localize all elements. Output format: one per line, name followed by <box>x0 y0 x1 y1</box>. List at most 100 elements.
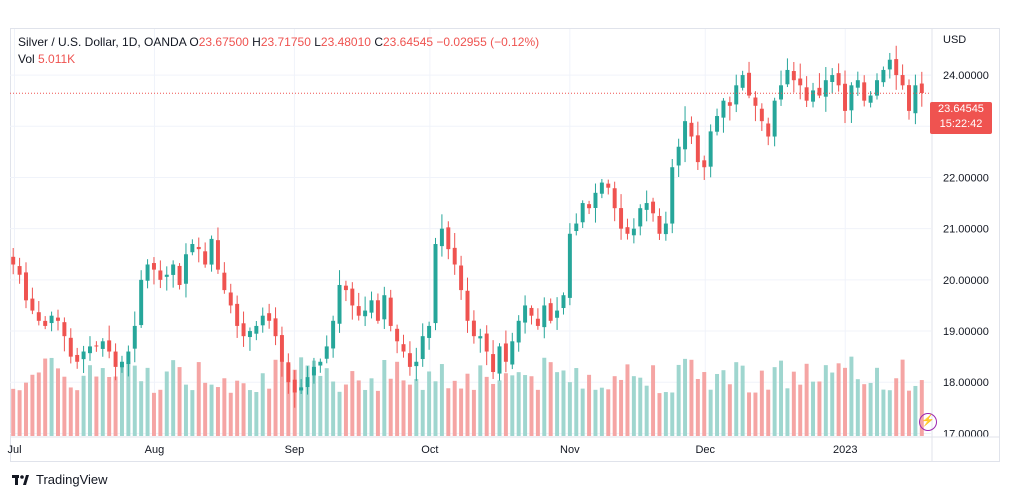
volume-bar <box>56 368 60 436</box>
low-value: 23.48010 <box>320 35 371 49</box>
volume-bar <box>606 389 611 436</box>
candle-body <box>17 266 22 275</box>
volume-bar <box>843 367 848 436</box>
volume-bar <box>740 365 745 436</box>
candle-body <box>62 322 67 337</box>
candle-body <box>619 208 624 229</box>
volume-bar <box>574 368 579 436</box>
candle-body <box>132 325 137 349</box>
volume-bar <box>94 376 99 436</box>
candle-body <box>209 238 214 265</box>
candle-body <box>651 201 656 214</box>
volume-bar <box>139 381 144 436</box>
candle-body <box>625 227 630 234</box>
y-tick-label: 22.00000 <box>943 172 989 184</box>
lightning-icon[interactable]: ⚡ <box>919 413 937 431</box>
volume-bar <box>811 381 816 436</box>
candle-body <box>305 377 310 388</box>
candle-body <box>126 351 131 365</box>
volume-bar <box>68 387 73 436</box>
volume-bar <box>779 360 784 436</box>
candle-body <box>612 188 617 209</box>
volume-label[interactable]: Vol <box>18 52 35 66</box>
candle-body <box>183 254 188 284</box>
candle-body <box>811 90 816 102</box>
volume-bar <box>132 365 137 436</box>
volume-bar <box>151 392 156 436</box>
x-tick-label: Jul <box>7 444 21 456</box>
volume-bar <box>241 383 246 436</box>
volume-bar <box>222 378 227 436</box>
volume-bar <box>631 376 636 436</box>
volume-bar <box>465 373 470 436</box>
volume-bar <box>299 357 304 436</box>
candle-body <box>766 123 771 137</box>
volume-bar <box>836 363 841 436</box>
candle-body <box>484 333 489 352</box>
candle-body <box>356 306 361 316</box>
close-value: 23.64545 <box>382 35 434 49</box>
candle-body <box>785 69 790 85</box>
candle-body <box>145 264 150 281</box>
symbol-title[interactable]: Silver / U.S. Dollar, 1D, OANDA <box>18 35 187 49</box>
volume-bar <box>721 370 726 436</box>
volume-bar <box>599 387 604 436</box>
candle-body <box>497 346 502 374</box>
volume-bar <box>24 382 28 436</box>
volume-bar <box>190 390 195 436</box>
candle-body <box>702 160 707 168</box>
ohlc-legend: Silver / U.S. Dollar, 1D, OANDA O23.6750… <box>18 35 539 49</box>
volume-bar <box>542 357 547 436</box>
open-label: O <box>189 35 199 49</box>
volume-bar <box>375 390 380 436</box>
currency-label[interactable]: USD <box>943 34 967 46</box>
candle-body <box>382 295 387 320</box>
candle-body <box>791 71 796 81</box>
volume-bar <box>619 379 624 436</box>
candle-body <box>894 59 899 76</box>
candle-body <box>87 346 92 354</box>
brand[interactable]: TradingView <box>12 472 108 487</box>
candle-body <box>43 320 48 326</box>
close-label: C <box>374 35 383 49</box>
volume-bar <box>695 378 700 436</box>
candle-body <box>740 75 745 88</box>
volume-bar <box>683 358 688 436</box>
volume-bar <box>446 388 451 436</box>
volume-bar <box>305 365 310 436</box>
candle-body <box>196 246 201 250</box>
change-value: −0.02955 (−0.12%) <box>436 35 540 49</box>
candle-body <box>107 340 112 352</box>
volume-bar <box>337 391 342 436</box>
candle-body <box>772 100 777 137</box>
volume-bar <box>593 389 598 436</box>
volume-bar <box>580 388 585 436</box>
volume-bar <box>702 372 707 436</box>
candle-body <box>452 247 457 265</box>
volume-bar <box>548 362 553 436</box>
volume-legend: Vol 5.011K <box>18 52 75 66</box>
brand-name: TradingView <box>36 472 108 487</box>
volume-bar <box>11 388 16 436</box>
candle-body <box>670 167 675 224</box>
x-tick-label: Nov <box>560 444 580 456</box>
candle-body <box>331 320 336 349</box>
candle-body <box>369 300 374 313</box>
volume-bar <box>17 390 22 436</box>
volume-bar <box>830 372 835 436</box>
candle-body <box>171 264 176 275</box>
candle-body <box>907 85 911 111</box>
candle-body <box>247 331 252 338</box>
y-tick-label: 24.00000 <box>943 70 989 82</box>
open-value: 23.67500 <box>198 35 249 49</box>
candle-body <box>715 116 720 132</box>
candle-body <box>324 346 329 359</box>
volume-bar <box>183 384 188 436</box>
candle-body <box>203 251 208 265</box>
candle-body <box>919 83 924 93</box>
candle-body <box>657 215 662 234</box>
volume-bar <box>612 376 617 436</box>
volume-bar <box>350 371 355 436</box>
volume-bar <box>215 387 220 436</box>
